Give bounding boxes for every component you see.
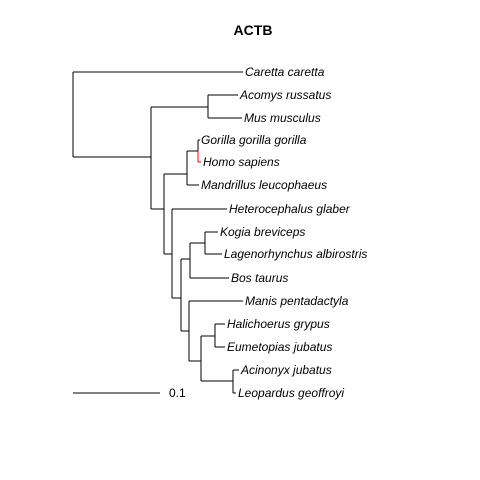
tip-label: Heterocephalus glaber <box>229 202 351 216</box>
tip-label: Homo sapiens <box>203 155 280 169</box>
tip-label: Bos taurus <box>231 271 288 285</box>
tip-label: Kogia breviceps <box>220 225 305 239</box>
tree-title: ACTB <box>234 22 273 38</box>
tip-labels: Caretta caretta Acomys russatus Mus musc… <box>201 65 367 400</box>
tip-label: Leopardus geoffroyi <box>238 386 344 400</box>
tip-label: Caretta caretta <box>245 65 325 79</box>
tip-label: Acinonyx jubatus <box>240 363 332 377</box>
tip-label: Lagenorhynchus albirostris <box>224 247 367 261</box>
tree-branches <box>72 71 243 394</box>
tip-label: Acomys russatus <box>239 88 331 102</box>
tip-label: Mus musculus <box>244 111 321 125</box>
tip-label: Halichoerus grypus <box>227 317 330 331</box>
tip-label: Mandrillus leucophaeus <box>201 178 327 192</box>
tip-label: Manis pentadactyla <box>245 294 349 308</box>
scale-bar-label: 0.1 <box>169 386 186 400</box>
tip-label: Eumetopias jubatus <box>227 340 332 354</box>
tip-label: Gorilla gorilla gorilla <box>201 133 307 147</box>
